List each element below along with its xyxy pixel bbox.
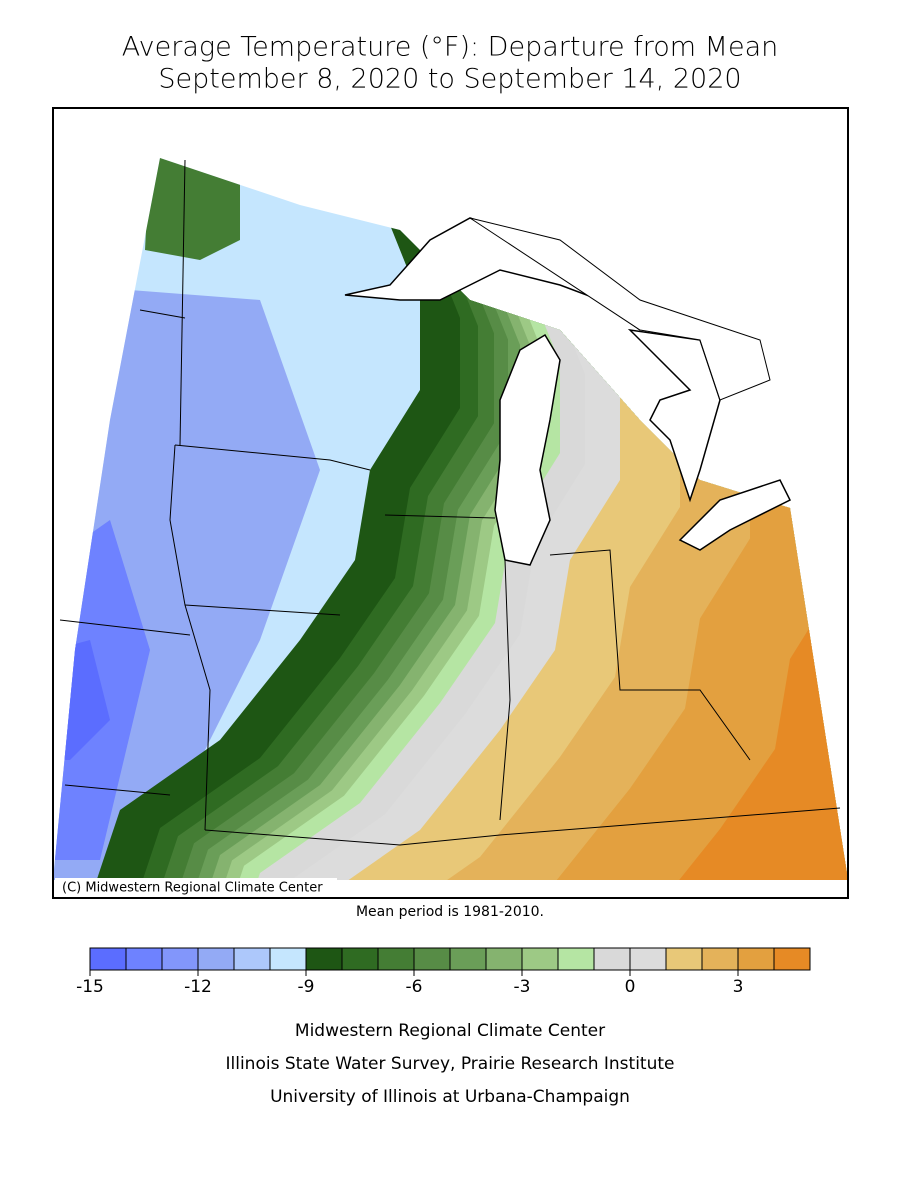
title: Average Temperature (°F): Departure from… bbox=[122, 32, 778, 63]
colorbar: -15 -12 -9 -6 -3 0 3 bbox=[76, 947, 811, 997]
colorbar-swatch bbox=[449, 947, 487, 971]
field-green-north bbox=[145, 158, 240, 260]
copyright-box: (C) Midwestern Regional Climate Center bbox=[55, 878, 337, 897]
colorbar-swatch bbox=[305, 947, 343, 971]
map: (C) Midwestern Regional Climate Center bbox=[53, 158, 848, 897]
copyright: (C) Midwestern Regional Climate Center bbox=[62, 881, 323, 896]
colorbar-swatch bbox=[485, 947, 523, 971]
colorbar-swatch bbox=[629, 947, 667, 971]
colorbar-swatch bbox=[701, 947, 739, 971]
canada-area bbox=[469, 217, 771, 401]
field-band bbox=[510, 158, 848, 880]
colorbar-swatch bbox=[341, 947, 379, 971]
colorbar-tick-label: -15 bbox=[76, 977, 104, 997]
colorbar-tick-label: -6 bbox=[406, 977, 423, 997]
colorbar-swatch bbox=[233, 947, 271, 971]
colorbar-swatch bbox=[773, 947, 811, 971]
colorbar-swatch bbox=[737, 947, 775, 971]
mean-note: Mean period is 1981-2010. bbox=[356, 904, 544, 920]
footer-line: Illinois State Water Survey, Prairie Res… bbox=[226, 1054, 675, 1074]
colorbar-swatch bbox=[89, 947, 127, 971]
colorbar-swatch bbox=[125, 947, 163, 971]
colorbar-tick-label: -12 bbox=[184, 977, 212, 997]
colorbar-swatch bbox=[413, 947, 451, 971]
colorbar-swatch bbox=[665, 947, 703, 971]
colorbar-swatch bbox=[557, 947, 595, 971]
colorbar-swatch bbox=[197, 947, 235, 971]
footer-line: Midwestern Regional Climate Center bbox=[295, 1021, 605, 1041]
colorbar-tick-label: 0 bbox=[625, 977, 636, 997]
colorbar-swatch bbox=[521, 947, 559, 971]
colorbar-swatch bbox=[269, 947, 307, 971]
lake-erie bbox=[678, 479, 792, 551]
colorbar-swatch bbox=[377, 947, 415, 971]
colorbar-swatch bbox=[593, 947, 631, 971]
lake-michigan bbox=[494, 333, 561, 566]
colorbar-tick-label: -9 bbox=[298, 977, 315, 997]
colorbar-tick-label: 3 bbox=[733, 977, 744, 997]
map-frame bbox=[52, 107, 849, 899]
colorbar-swatch bbox=[161, 947, 199, 971]
colorbar-tick-label: -3 bbox=[514, 977, 531, 997]
state-lines bbox=[59, 159, 841, 846]
footer-line: University of Illinois at Urbana-Champai… bbox=[270, 1087, 630, 1107]
copyright-bg bbox=[55, 878, 337, 897]
subtitle: September 8, 2020 to September 14, 2020 bbox=[158, 64, 741, 95]
